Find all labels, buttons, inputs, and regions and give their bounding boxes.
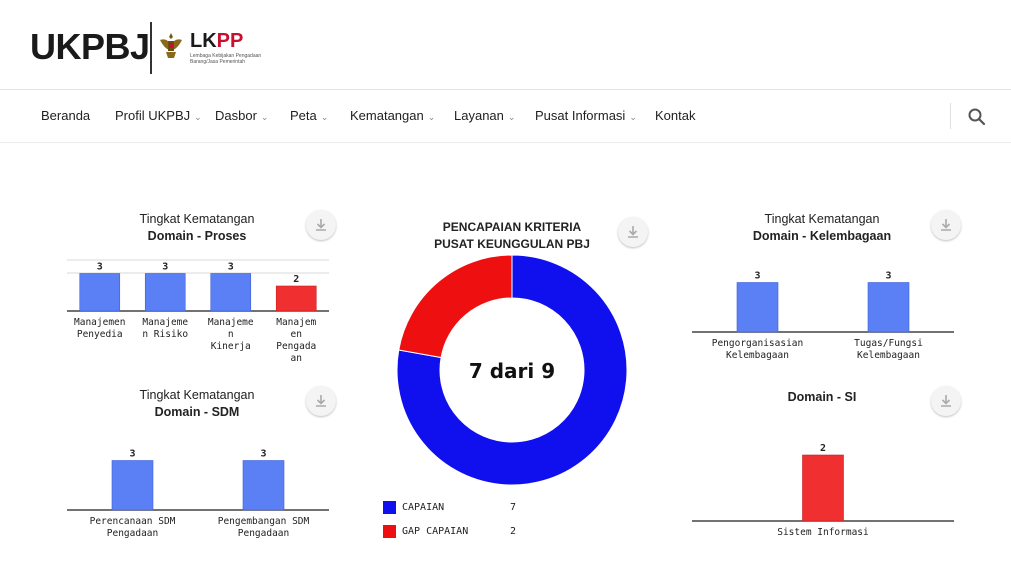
- site-header: UKPBJ LKPP Lembaga Kebijakan Pengadaan B…: [0, 0, 1011, 90]
- chart-pencapaian-title: PENCAPAIAN KRITERIA PUSAT KEUNGGULAN PBJ: [434, 220, 590, 251]
- data-label-4: 2: [293, 274, 299, 285]
- category-label-3: Kinerja: [211, 341, 251, 352]
- nav-profil-ukpbj[interactable]: Profil UKPBJ ⌄: [115, 108, 202, 123]
- ukpbj-logo[interactable]: UKPBJ: [30, 26, 150, 67]
- bar-2: [867, 282, 910, 333]
- download-icon: [316, 395, 326, 407]
- category-label-4: en: [291, 329, 302, 340]
- nav-kematangan[interactable]: Kematangan ⌄: [350, 108, 436, 123]
- lkpp-logo[interactable]: LKPP: [190, 30, 244, 52]
- legend-swatch-capaian: [383, 501, 396, 514]
- search-icon[interactable]: [967, 107, 987, 127]
- chart-si-title: Domain - SI: [787, 390, 857, 404]
- bar-2: [144, 273, 186, 312]
- nav-separator: [950, 103, 951, 129]
- nav-peta[interactable]: Peta ⌄: [290, 108, 329, 123]
- category-label-4: Pengada: [276, 341, 316, 352]
- category-label-3: n: [228, 329, 234, 340]
- chart-kelembagaan-title: Tingkat Kematangan Domain - Kelembagaan: [752, 212, 892, 243]
- category-label-1: Pengorganisasian: [712, 338, 804, 349]
- category-label-3: Manajeme: [208, 317, 254, 328]
- data-label-2: 3: [162, 262, 168, 273]
- bar-1: [736, 282, 779, 333]
- donut-slice-1: [396, 254, 628, 486]
- data-label-2: 3: [885, 271, 891, 282]
- bar-2: [242, 460, 285, 511]
- download-icon: [628, 226, 638, 238]
- legend-swatch-gap: [383, 525, 396, 538]
- data-label-1: 3: [129, 449, 135, 460]
- category-label-1: Penyedia: [77, 329, 123, 340]
- data-label-1: 2: [820, 443, 826, 454]
- chart-proses-title: Tingkat Kematangan Domain - Proses: [139, 212, 255, 243]
- download-button-pencapaian[interactable]: [618, 217, 648, 247]
- download-button-proses[interactable]: [306, 210, 336, 240]
- category-label-2: n Risiko: [142, 329, 188, 340]
- bar-1: [79, 273, 121, 312]
- download-icon: [941, 395, 951, 407]
- category-label-2: Tugas/Fungsi: [854, 338, 923, 349]
- logo-divider: [150, 22, 152, 74]
- chevron-down-icon: ⌄: [194, 112, 202, 122]
- category-label-1: Perencanaan SDM: [90, 516, 176, 527]
- data-label-2: 3: [260, 449, 266, 460]
- category-label-2: Kelembagaan: [857, 350, 920, 361]
- chevron-down-icon: ⌄: [629, 112, 637, 122]
- category-label-2: Manajeme: [142, 317, 188, 328]
- main-nav: Beranda Profil UKPBJ ⌄ Dasbor ⌄ Peta ⌄ Kema…: [0, 91, 1011, 143]
- category-label-4: an: [291, 353, 302, 364]
- legend-value-gap: 2: [510, 526, 517, 537]
- nav-dasbor[interactable]: Dasbor ⌄: [215, 108, 269, 123]
- donut-slice-2: [398, 254, 513, 359]
- chevron-down-icon: ⌄: [320, 112, 329, 122]
- category-label-2: Pengadaan: [238, 528, 289, 539]
- legend-value-capaian: 7: [510, 502, 517, 513]
- lkpp-subtitle: Lembaga Kebijakan Pengadaan Barang/Jasa …: [190, 53, 262, 65]
- category-label-1: Kelembagaan: [726, 350, 789, 361]
- category-label-1: Sistem Informasi: [777, 527, 869, 538]
- nav-beranda[interactable]: Beranda: [41, 108, 91, 123]
- legend-label-capaian: CAPAIAN: [402, 502, 445, 513]
- chevron-down-icon: ⌄: [427, 112, 436, 122]
- download-icon: [941, 219, 951, 231]
- download-button-si[interactable]: [931, 386, 961, 416]
- chart-kelembagaan: 3PengorganisasianKelembagaan3Tugas/Fungs…: [692, 271, 954, 361]
- legend-label-gap: GAP CAPAIAN: [402, 526, 469, 537]
- download-icon: [316, 219, 326, 231]
- donut-center-label: 7 dari 9: [469, 359, 555, 383]
- garuda-emblem-icon: [160, 33, 182, 58]
- chart-sdm-title: Tingkat Kematangan Domain - SDM: [139, 388, 255, 419]
- bar-4: [275, 285, 317, 312]
- data-label-1: 3: [754, 271, 760, 282]
- download-button-kelembagaan[interactable]: [931, 210, 961, 240]
- category-label-4: Manajem: [276, 317, 316, 328]
- bar-1: [111, 460, 154, 511]
- chart-si: 2 Sistem Informasi: [692, 443, 954, 538]
- bar-3: [210, 273, 252, 312]
- nav-layanan[interactable]: Layanan ⌄: [454, 108, 516, 123]
- chart-pencapaian: 7 dari 9: [396, 254, 628, 486]
- nav-pusat-informasi[interactable]: Pusat Informasi ⌄: [535, 108, 637, 123]
- nav-kontak[interactable]: Kontak: [655, 108, 696, 123]
- data-label-1: 3: [97, 262, 103, 273]
- category-label-1: Manajemen: [74, 317, 125, 328]
- data-label-3: 3: [228, 262, 234, 273]
- download-button-sdm[interactable]: [306, 386, 336, 416]
- chevron-down-icon: ⌄: [260, 112, 269, 122]
- chevron-down-icon: ⌄: [507, 112, 516, 122]
- category-label-1: Pengadaan: [107, 528, 158, 539]
- category-label-2: Pengembangan SDM: [218, 516, 310, 527]
- bar-1: [802, 454, 844, 522]
